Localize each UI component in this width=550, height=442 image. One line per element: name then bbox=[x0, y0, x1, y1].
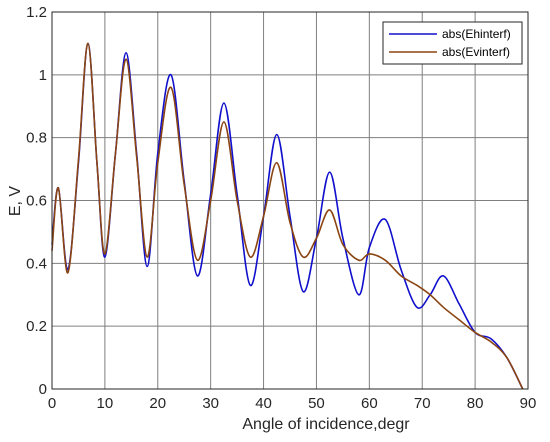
legend-label-evinterf: abs(Evinterf) bbox=[442, 45, 510, 59]
x-tick-labels: 0 10 20 30 40 50 60 70 80 90 bbox=[48, 395, 537, 412]
y-axis-title: E, V bbox=[7, 186, 24, 217]
x-tick-label: 60 bbox=[361, 395, 378, 412]
y-tick-label: 1 bbox=[39, 67, 47, 84]
x-axis-title: Angle of incidence,degr bbox=[242, 416, 410, 433]
legend: abs(Ehinterf) abs(Evinterf) bbox=[382, 21, 523, 65]
y-tick-label: 0.4 bbox=[26, 255, 47, 272]
y-tick-label: 0.6 bbox=[26, 193, 47, 210]
y-tick-label: 0.8 bbox=[26, 130, 47, 147]
x-tick-label: 70 bbox=[414, 395, 431, 412]
legend-box bbox=[382, 21, 523, 65]
series-layer bbox=[51, 42, 524, 390]
x-tick-label: 40 bbox=[255, 395, 272, 412]
plot-frame bbox=[51, 11, 529, 390]
y-tick-label: 0.2 bbox=[26, 318, 47, 335]
x-tick-label: 30 bbox=[202, 395, 219, 412]
x-tick-label: 80 bbox=[467, 395, 484, 412]
x-tick-label: 0 bbox=[48, 395, 56, 412]
y-tick-labels: 0 0.2 0.4 0.6 0.8 1 1.2 bbox=[26, 4, 47, 398]
x-tick-label: 20 bbox=[149, 395, 166, 412]
x-tick-label: 50 bbox=[308, 395, 325, 412]
x-tick-label: 90 bbox=[520, 395, 537, 412]
y-tick-label: 1.2 bbox=[26, 4, 47, 21]
x-tick-label: 10 bbox=[97, 395, 114, 412]
y-tick-label: 0 bbox=[39, 381, 47, 398]
legend-label-ehinterf: abs(Ehinterf) bbox=[442, 27, 511, 41]
series-line-abs-evinterf bbox=[51, 42, 524, 390]
